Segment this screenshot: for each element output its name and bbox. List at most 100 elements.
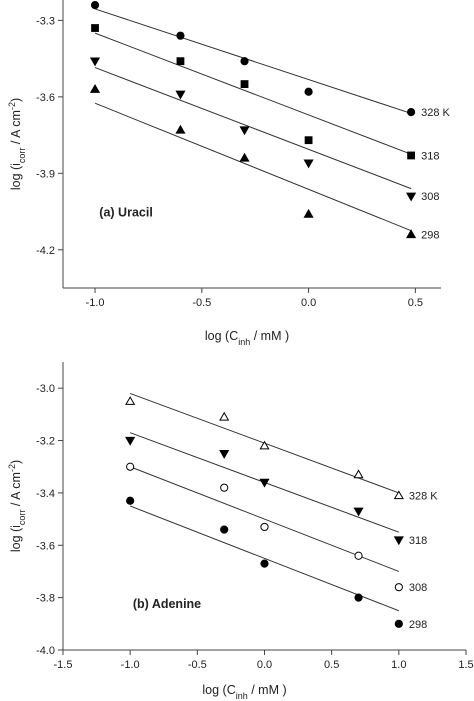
data-point-1-3-0	[126, 496, 135, 505]
data-point-0-0-0	[90, 0, 100, 10]
y-tick-label: -3.8	[36, 593, 55, 605]
x-axis-title: log (Cinh / mM )	[205, 329, 289, 347]
series-label-0: 328 K	[409, 491, 438, 503]
data-point-0-1-4	[407, 151, 416, 160]
x-tick-label: 0.0	[257, 659, 272, 671]
data-point-1-1-0	[125, 436, 136, 446]
data-point-0-1-3	[304, 136, 313, 145]
data-point-0-0-3	[304, 87, 313, 96]
y-axis-title: log (icorr / A cm-2)	[7, 98, 27, 190]
data-point-1-3-1	[220, 525, 229, 534]
x-tick-label: -1.5	[54, 659, 73, 671]
y-axis-title-subscript: corr	[17, 148, 27, 164]
data-point-1-0-2	[259, 440, 270, 450]
data-point-0-1-0	[91, 24, 99, 32]
y-tick-label: -3.0	[36, 383, 55, 395]
data-point-0-2-3	[303, 159, 314, 169]
x-tick-label: -1.0	[86, 297, 105, 309]
y-axis-title-mid: / A cm	[9, 472, 23, 510]
data-point-1-1-4	[393, 536, 404, 546]
y-tick-label: -3.3	[36, 15, 55, 27]
data-point-1-0-1	[219, 411, 230, 421]
fit-line-3	[129, 505, 400, 612]
data-point-1-0-4	[393, 490, 404, 500]
data-point-0-3-0	[89, 83, 101, 93]
data-point-1-2-1	[220, 483, 229, 492]
x-tick-label: -0.5	[188, 659, 207, 671]
fit-line-3	[94, 102, 412, 232]
x-axis-title: log (Cinh / mM )	[202, 683, 286, 701]
data-point-0-2-0	[89, 57, 101, 67]
x-tick-label: 0.0	[301, 297, 316, 309]
panel-uracil-chart: -1.0 -0.5 0.0 0.5 -3.3 -3.6 -3.9 -4.2 log (Cinh …	[7, 0, 451, 347]
data-point-0-0-1	[176, 31, 185, 40]
y-axis-title-subscript: corr	[17, 510, 27, 526]
y-tick-label: -3.6	[36, 92, 55, 104]
panel-adenine-chart: -1.5 -1.0 -0.5 0.0 0.5 1.0 1.5 -3.0 -3.2 -3.4 -3.6…	[7, 362, 474, 701]
data-point-1-2-4	[394, 583, 403, 592]
data-point-0-1-1	[176, 57, 185, 66]
data-point-0-2-1	[175, 90, 186, 100]
data-point-0-3-2	[239, 152, 250, 162]
data-point-1-1-1	[219, 449, 230, 459]
y-axis-title-superscript: -2	[7, 102, 17, 110]
data-point-1-2-0	[126, 462, 135, 471]
y-tick-label: -3.2	[36, 436, 55, 448]
series-label-2: 308	[421, 191, 439, 203]
data-point-1-2-2	[260, 522, 269, 532]
y-axis-title-tail: )	[9, 460, 23, 464]
y-tick-label: -3.9	[36, 168, 55, 180]
x-axis-title-tail: / mM )	[248, 683, 287, 697]
y-axis-title-tail: )	[9, 98, 23, 102]
panel-label: (a) Uracil	[99, 206, 153, 220]
fit-line-2	[129, 466, 400, 572]
x-axis-title-tail: / mM )	[250, 329, 289, 343]
data-point-1-0-0	[125, 396, 136, 405]
data-point-1-3-4	[394, 619, 403, 628]
x-axis-title-main: log (C	[205, 329, 238, 343]
data-point-1-3-3	[354, 593, 363, 602]
y-tick-label: -4.0	[36, 645, 55, 657]
x-axis-title-main: log (C	[202, 683, 235, 697]
y-axis-title-main: log (i	[9, 163, 23, 190]
y-tick-label: -4.2	[36, 245, 55, 257]
data-point-1-2-3	[354, 551, 363, 560]
x-tick-label: -1.0	[121, 659, 140, 671]
y-axis-title-superscript: -2	[7, 464, 17, 472]
x-tick-label: 1.5	[458, 659, 473, 671]
data-point-1-3-2	[260, 559, 269, 568]
data-point-0-2-2	[239, 126, 250, 136]
y-axis-title-main: log (i	[9, 525, 23, 552]
panel-label: (b) Adenine	[133, 597, 201, 611]
x-axis-title-subscript: inh	[236, 691, 248, 701]
x-tick-label: 1.0	[391, 659, 406, 671]
series-label-0: 328 K	[421, 107, 450, 119]
y-axis-title-mid: / A cm	[9, 110, 23, 148]
data-point-1-0-3	[353, 469, 364, 479]
y-tick-label: -3.6	[36, 540, 55, 552]
data-point-0-1-2	[240, 80, 249, 89]
fit-line-1	[94, 32, 412, 155]
y-axis-title: log (icorr / A cm-2)	[7, 460, 27, 552]
x-tick-label: 0.5	[408, 297, 423, 309]
y-tick-label: -3.4	[36, 488, 55, 500]
data-point-0-2-4	[406, 192, 417, 202]
data-point-1-1-3	[353, 507, 364, 517]
x-tick-label: -0.5	[192, 297, 211, 309]
series-label-1: 318	[421, 150, 439, 162]
data-point-0-0-4	[407, 108, 416, 117]
fit-line-2	[94, 67, 412, 190]
data-point-1-1-2	[259, 478, 270, 488]
x-tick-label: 0.5	[324, 659, 339, 671]
series-label-2: 308	[409, 582, 427, 594]
series-label-3: 298	[421, 229, 439, 241]
data-point-0-0-2	[240, 57, 249, 66]
data-point-0-3-1	[175, 124, 186, 134]
series-label-3: 298	[409, 619, 427, 631]
data-point-0-3-4	[406, 229, 417, 239]
fit-line-0	[94, 8, 412, 114]
series-label-1: 318	[409, 535, 427, 547]
data-point-0-3-3	[303, 208, 314, 218]
x-axis-title-subscript: inh	[238, 337, 250, 347]
